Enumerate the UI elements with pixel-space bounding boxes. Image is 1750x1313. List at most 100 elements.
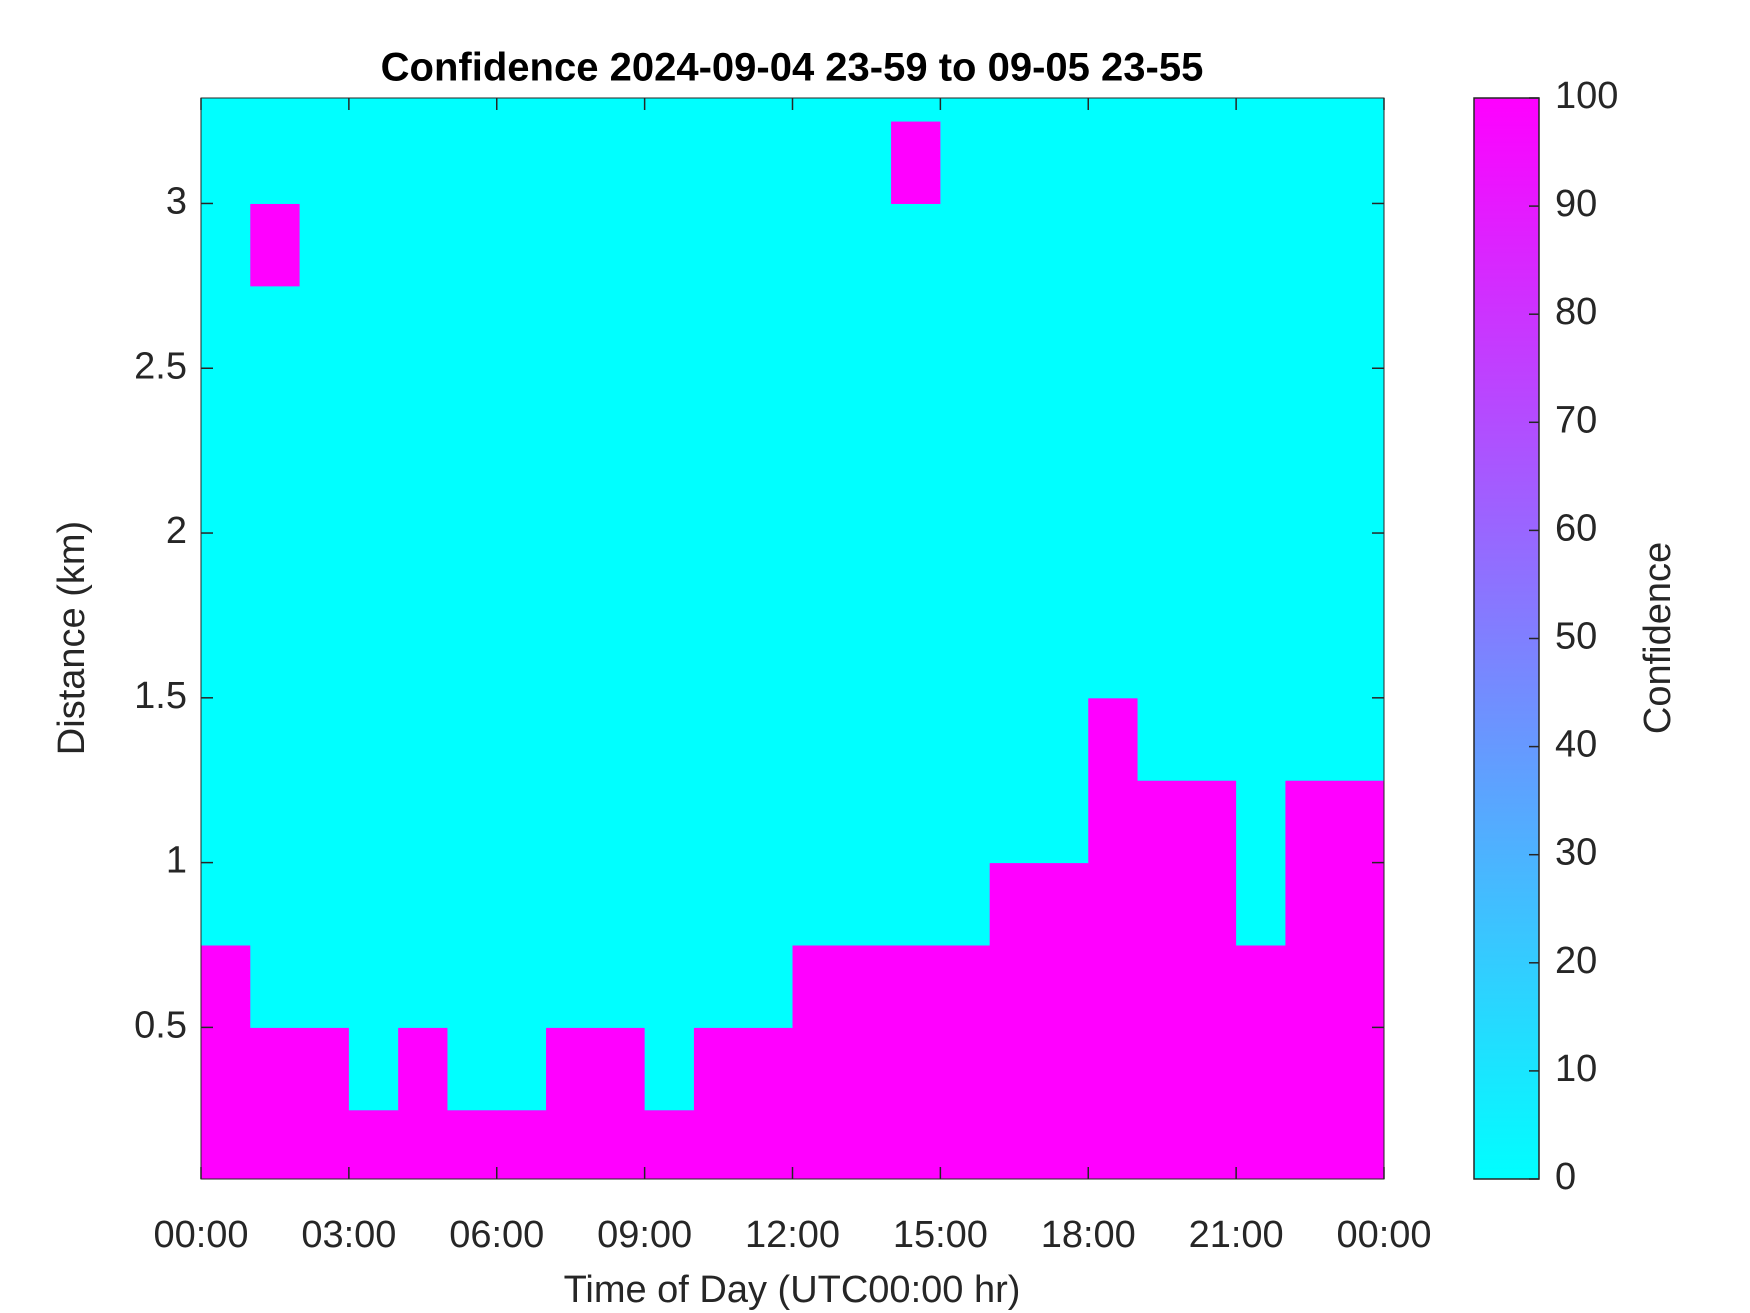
heat-cell xyxy=(841,121,892,204)
colorbar-tick-label: 100 xyxy=(1555,75,1618,117)
heat-cell xyxy=(398,121,448,204)
heat-cell xyxy=(201,615,251,699)
heat-cell xyxy=(1038,697,1089,781)
heat-cell xyxy=(348,121,399,204)
heat-cell xyxy=(1236,98,1286,122)
y-axis-label: Distance (km) xyxy=(51,521,93,755)
heat-cell xyxy=(1186,450,1237,534)
heat-cell xyxy=(250,780,301,864)
heat-cell xyxy=(1088,368,1139,452)
heat-cell xyxy=(1334,615,1385,699)
heat-cell xyxy=(1088,780,1139,864)
heat-cell xyxy=(1186,862,1237,946)
heat-cell xyxy=(891,780,941,864)
heat-cell xyxy=(1285,285,1336,369)
heat-cell xyxy=(1236,450,1286,534)
colorbar-label: Confidence xyxy=(1637,542,1679,734)
heat-cell xyxy=(743,98,793,122)
heat-cell xyxy=(398,945,448,1028)
heat-cell xyxy=(1038,1027,1089,1111)
heat-cell xyxy=(250,121,301,204)
heat-cell xyxy=(1088,615,1139,699)
heat-cell xyxy=(693,203,744,287)
heat-cell xyxy=(595,368,646,452)
heat-cell xyxy=(1285,615,1336,699)
heat-cell xyxy=(940,780,991,864)
heat-cell xyxy=(693,1027,744,1111)
heat-cell xyxy=(447,1109,498,1180)
heat-cell xyxy=(743,285,793,369)
heat-cell xyxy=(1334,533,1385,616)
heat-cell xyxy=(1088,121,1139,204)
heat-cell xyxy=(644,121,695,204)
heat-cell xyxy=(792,203,843,287)
heat-cell xyxy=(989,98,1040,122)
heat-cell xyxy=(743,697,793,781)
heat-cell xyxy=(595,945,646,1028)
heat-cell xyxy=(1137,697,1188,781)
heat-cell xyxy=(891,203,941,287)
heat-cell xyxy=(496,697,547,781)
heat-cell xyxy=(989,697,1040,781)
heat-cell xyxy=(398,203,448,287)
heat-cell xyxy=(841,368,892,452)
heat-cell xyxy=(1088,862,1139,946)
heat-cell xyxy=(447,945,498,1028)
heat-cell xyxy=(841,780,892,864)
heat-cell xyxy=(250,450,301,534)
heat-cell xyxy=(299,1109,350,1180)
x-tick-label: 00:00 xyxy=(1336,1214,1431,1256)
heat-cell xyxy=(1137,203,1188,287)
heat-cell xyxy=(398,1027,448,1111)
heat-cell xyxy=(792,615,843,699)
heat-cell xyxy=(940,533,991,616)
heat-cell xyxy=(940,945,991,1028)
heat-cell xyxy=(201,98,251,122)
heat-cell xyxy=(1038,203,1089,287)
heat-cell xyxy=(595,450,646,534)
heat-cell xyxy=(693,533,744,616)
heat-cell xyxy=(891,285,941,369)
heat-cell xyxy=(743,121,793,204)
heat-cell xyxy=(496,368,547,452)
heat-cell xyxy=(546,203,596,287)
heat-cell xyxy=(348,285,399,369)
heat-cell xyxy=(940,615,991,699)
colorbar-tick-label: 90 xyxy=(1555,183,1597,225)
heat-cell xyxy=(1137,1027,1188,1111)
heat-cell xyxy=(940,203,991,287)
heat-cell xyxy=(546,862,596,946)
heat-cell xyxy=(644,1109,695,1180)
heat-cell xyxy=(595,1109,646,1180)
heat-cell xyxy=(940,98,991,122)
heat-cell xyxy=(1186,945,1237,1028)
x-tick-label: 12:00 xyxy=(745,1214,840,1256)
heat-cell xyxy=(447,121,498,204)
heat-cell xyxy=(989,203,1040,287)
heat-cell xyxy=(595,697,646,781)
heat-cell xyxy=(940,1027,991,1111)
heat-cell xyxy=(447,1027,498,1111)
heat-cell xyxy=(792,368,843,452)
heat-cell xyxy=(299,98,350,122)
heat-cell xyxy=(1285,1027,1336,1111)
heat-cell xyxy=(1088,450,1139,534)
heat-cell xyxy=(644,697,695,781)
heat-cell xyxy=(1137,450,1188,534)
heat-cell xyxy=(940,697,991,781)
colorbar-tick-label: 80 xyxy=(1555,291,1597,333)
heat-cell xyxy=(546,697,596,781)
heat-cell xyxy=(644,533,695,616)
heat-cell xyxy=(1236,368,1286,452)
heat-cell xyxy=(546,780,596,864)
heat-cell xyxy=(989,1027,1040,1111)
heat-cell xyxy=(201,368,251,452)
heat-cell xyxy=(299,945,350,1028)
heat-cell xyxy=(595,98,646,122)
heat-cell xyxy=(1334,1027,1385,1111)
heat-cell xyxy=(644,615,695,699)
heat-cell xyxy=(398,697,448,781)
heat-cell xyxy=(447,780,498,864)
heat-cell xyxy=(1038,615,1089,699)
heat-cell xyxy=(891,615,941,699)
